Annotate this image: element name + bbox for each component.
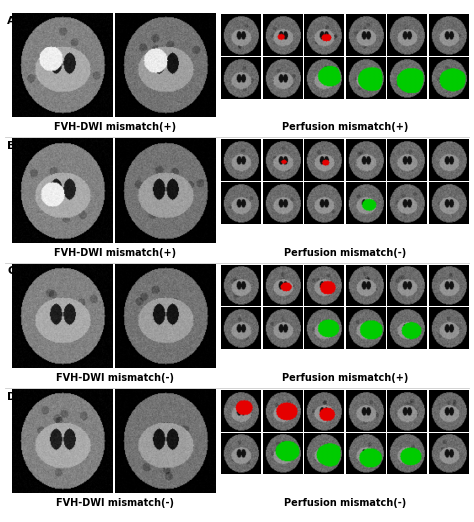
Text: Tmax>6s volume: 85.9 ml: Tmax>6s volume: 85.9 ml — [395, 352, 467, 357]
Text: Perfusion mismatch(+): Perfusion mismatch(+) — [282, 122, 408, 133]
Text: ADC<620 volume: 42.0 ml: ADC<620 volume: 42.0 ml — [223, 352, 295, 357]
Text: Mismatch volume: 13.7 ml
Mismatch ratio: 2.3: Mismatch volume: 13.7 ml Mismatch ratio:… — [313, 229, 376, 238]
Text: FVH-DWI mismatch(-): FVH-DWI mismatch(-) — [56, 498, 174, 508]
Text: Mismatch volume: 143.0 ml
Mismatch ratio: 18.6: Mismatch volume: 143.0 ml Mismatch ratio… — [312, 104, 378, 113]
Text: Perfusion mismatch(-): Perfusion mismatch(-) — [284, 247, 406, 258]
Text: ADC<620 volume: 81.0 ml: ADC<620 volume: 81.0 ml — [223, 477, 295, 482]
Text: A: A — [7, 16, 16, 26]
Text: FVH-DWI mismatch(+): FVH-DWI mismatch(+) — [54, 247, 176, 258]
Text: FVH-DWI mismatch(-): FVH-DWI mismatch(-) — [56, 373, 174, 383]
Text: ADC<620 volume: 8.1 ml: ADC<620 volume: 8.1 ml — [223, 101, 292, 106]
Text: B: B — [7, 141, 16, 151]
Text: Tmax>6s volume: 169.0 ml: Tmax>6s volume: 169.0 ml — [392, 477, 467, 482]
Text: Perfusion mismatch(-): Perfusion mismatch(-) — [284, 498, 406, 508]
Text: C: C — [7, 266, 15, 276]
Text: ADC<620 volume: 10.3 ml: ADC<620 volume: 10.3 ml — [223, 227, 295, 232]
Text: Mismatch volume: 88.1 ml
Mismatch ratio: 2.1: Mismatch volume: 88.1 ml Mismatch ratio:… — [313, 480, 376, 489]
Text: FVH-DWI mismatch(+): FVH-DWI mismatch(+) — [54, 122, 176, 133]
Text: Tmax>6s volume: 24.0 ml: Tmax>6s volume: 24.0 ml — [395, 227, 467, 232]
Text: D: D — [7, 392, 17, 401]
Text: Tmax>6s volume: 151.1 ml: Tmax>6s volume: 151.1 ml — [392, 101, 467, 106]
Text: Perfusion mismatch(+): Perfusion mismatch(+) — [282, 373, 408, 383]
Text: Mismatch volume: 43.6 ml
Mismatch ratio: 2.0: Mismatch volume: 43.6 ml Mismatch ratio:… — [313, 354, 376, 363]
